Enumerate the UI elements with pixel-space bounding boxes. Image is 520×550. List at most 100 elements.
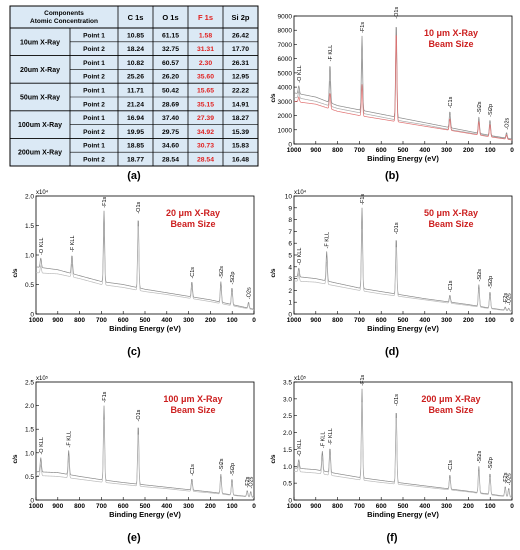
spectrum-series-line [35,210,255,310]
peak-label: -F KLL [320,432,326,449]
peak-label: -F1s [360,22,366,33]
x-tick-label: 700 [354,317,365,324]
peak-label: -F2s [503,472,509,483]
table-cell: 1.58 [199,32,212,39]
spectrum-series-line [293,402,513,498]
x-tick-label: 0 [510,147,514,154]
table-cell: 26.42 [232,32,249,39]
peak-label: -C1s [448,280,454,292]
column-header: C 1s [128,13,144,22]
y-tick-label: 2 [288,288,292,295]
y-tick-label: 1 [288,300,292,307]
table-cell: 19.95 [127,129,144,136]
table-cell: 61.15 [162,32,179,39]
y-tick-label: 5000 [278,70,293,77]
x-tick-label: 0 [252,503,256,510]
group-label: 20um X-Ray [20,67,60,74]
x-tick-label: 200 [463,317,474,324]
y-tick-label: 2.0 [283,430,292,437]
y-tick-label: 4 [288,264,292,271]
x-tick-label: 800 [332,317,343,324]
table-cell: 2.30 [199,60,212,67]
table-cell: 15.39 [232,129,249,136]
y-tick-label: 0 [288,312,292,319]
column-header: Si 2p [232,13,250,22]
x-tick-label: 600 [376,317,387,324]
beam-size-annotation: 100 μm X-Ray [163,394,222,404]
peak-label: -F1s [360,194,366,205]
table-cell: 16.48 [232,157,249,164]
y-tick-label: 3000 [278,99,293,106]
x-tick-label: 500 [398,317,409,324]
x-tick-label: 200 [205,503,216,510]
y-tick-label: 9000 [278,14,293,21]
y-tick-label: 0 [30,498,34,505]
table-cell: 18.27 [232,115,249,122]
peak-label: -F2s [503,293,509,304]
panel-letter-a: (a) [127,170,141,182]
y-tick-label: 7 [288,229,292,236]
x-tick-label: 900 [310,503,321,510]
panel-letter-f: (f) [386,532,398,544]
y-tick-label: 2.0 [25,403,34,410]
x-tick-label: 800 [332,503,343,510]
peak-label: -O KLL [39,437,45,454]
xps-spectrum-chart-b: 0100020003000400050006000700080009000100… [270,7,514,163]
panel-letter-d: (d) [384,346,400,358]
y-axis-label: c/s [270,454,277,463]
table-header-label: Atomic Concentration [30,18,98,25]
peak-label: -Si2s [477,451,483,464]
beam-size-annotation: 20 μm X-Ray [166,208,220,218]
peak-label: -C1s [190,267,196,279]
x-tick-label: 1000 [287,317,302,324]
spectrum-panel-f: 0 0.5 1.0 1.5 2.0 2.5 3.0 3.5 1000 900 800 700 600 50… [268,372,516,522]
y-axis-label: c/s [12,454,19,463]
x-tick-label: 900 [310,147,321,154]
peak-label: -C1s [448,96,454,108]
x-tick-label: 800 [74,317,85,324]
peak-label: -Si2p [488,276,494,289]
y-tick-label: 4000 [278,85,293,92]
table-cell: 28.54 [162,157,179,164]
spectrum-series-line [293,43,513,141]
x-tick-label: 1000 [287,503,302,510]
beam-size-annotation: 50 μm X-Ray [424,208,478,218]
table-cell: 17.70 [232,46,249,53]
row-label: Point 1 [83,143,105,150]
y-axis-label: c/s [270,268,277,277]
row-label: Point 2 [83,129,105,136]
composition-table-panel: Components Atomic Concentration C 1s O 1s F … [9,5,259,167]
x-axis-label: Binding Energy (eV) [109,510,181,519]
x-tick-label: 400 [161,317,172,324]
table-background [9,5,259,167]
peak-label: -O KLL [297,248,303,265]
y-multiplier-label: x10⁴ [36,189,49,196]
table-cell: 26.31 [232,60,249,67]
peak-label: -Si2p [230,463,236,476]
x-tick-label: 600 [118,503,129,510]
y-tick-label: 0.5 [25,282,34,289]
table-cell: 26.20 [162,74,179,81]
beam-size-annotation: Beam Size [170,405,215,415]
table-cell: 50.42 [162,88,179,95]
peak-label: -F1s [102,197,108,208]
row-label: Point 2 [83,74,105,81]
peak-label: -O1s [394,222,400,234]
x-tick-label: 400 [419,147,430,154]
peak-label: -Si2p [488,457,494,470]
table-cell: 31.31 [197,46,214,53]
spectrum-panel-d: 0 1 2 3 4 5 6 7 8 9 10 1000 900 800 700 600 500 400 300 200… [268,186,516,336]
x-tick-label: 600 [118,317,129,324]
peak-label: -O2s [505,117,511,129]
table-cell: 25.26 [127,74,144,81]
y-axis-label: c/s [270,93,277,102]
x-tick-label: 100 [227,503,238,510]
y-tick-label: 7000 [278,42,293,49]
x-tick-label: 700 [96,503,107,510]
x-tick-label: 500 [140,317,151,324]
table-cell: 35.15 [197,101,214,108]
y-tick-label: 0 [288,142,292,149]
